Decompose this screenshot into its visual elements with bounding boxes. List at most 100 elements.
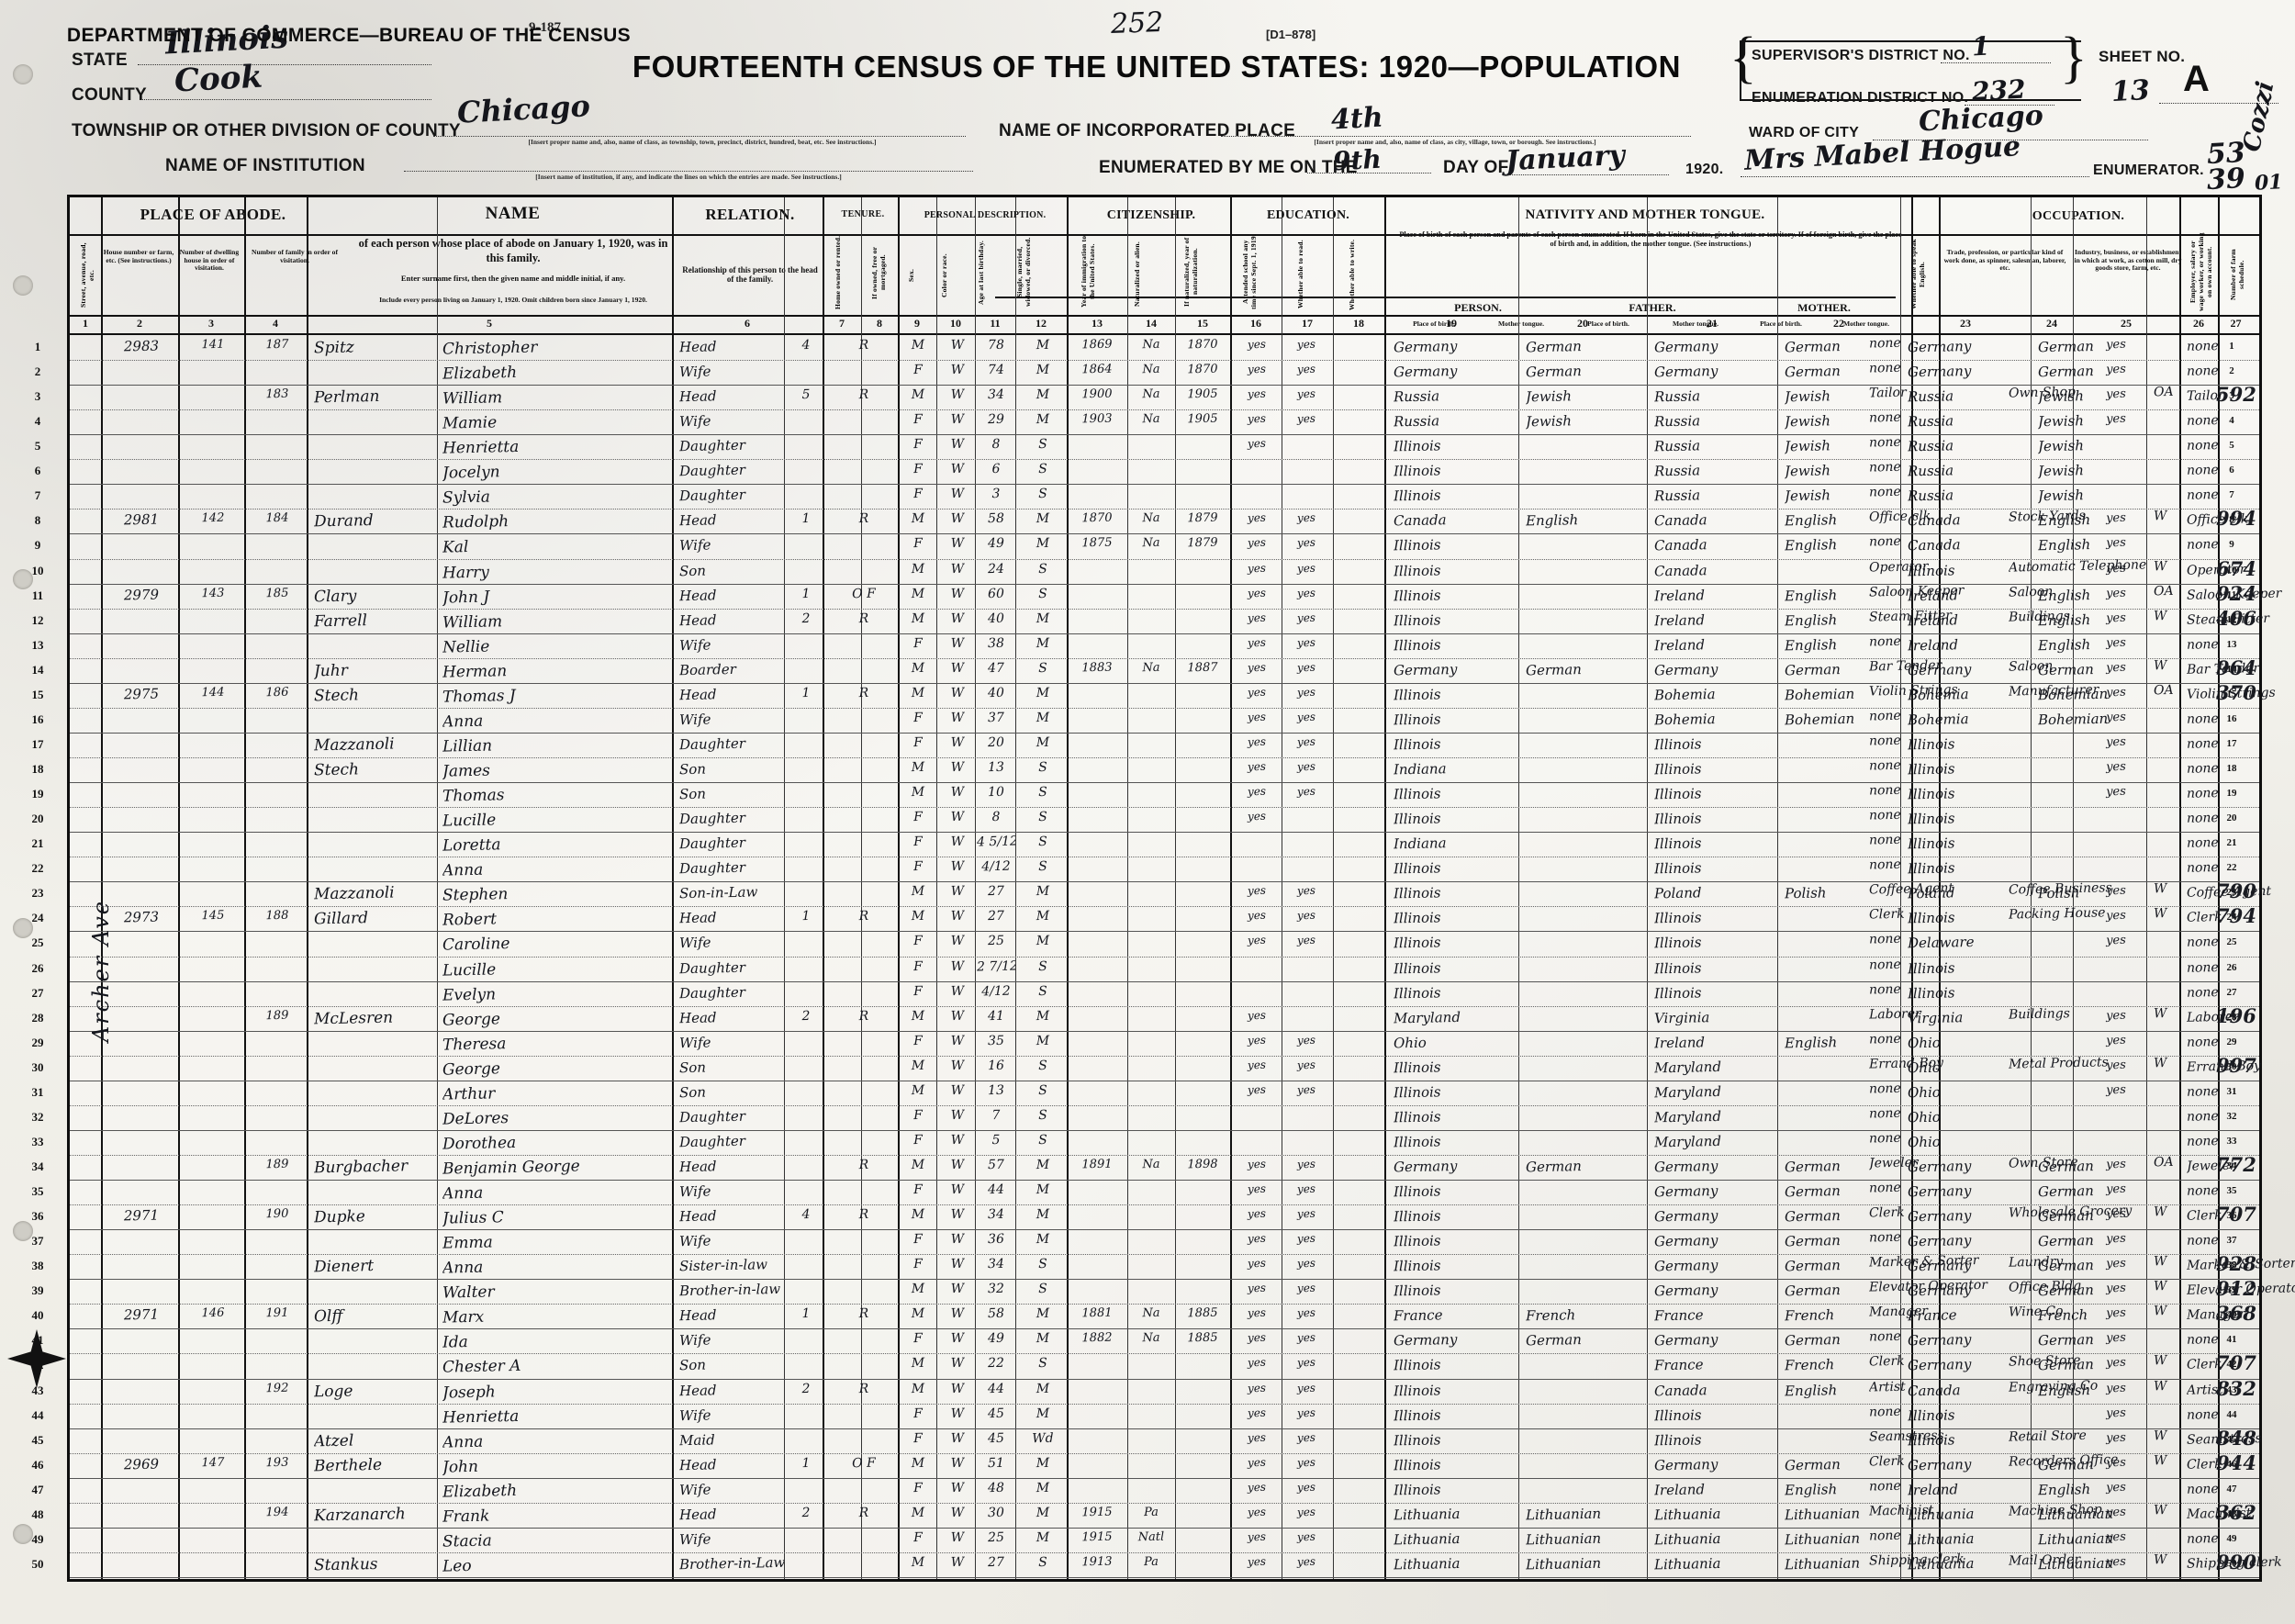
cell-occupation: Seamstress [1868, 1428, 1944, 1445]
cell-relation: Daughter [678, 858, 746, 878]
cell-occupation: none [1868, 1031, 1901, 1047]
cell-sex: F [912, 810, 924, 825]
cell-fam: 189 [265, 1157, 289, 1172]
row-number-right: 30 [2226, 1060, 2237, 1072]
row-number-left: 28 [31, 1010, 44, 1025]
cell-surname: Farrell [313, 610, 368, 632]
cell-fbirth: Ireland [1653, 1033, 1706, 1052]
cell-relation: Boarder [678, 660, 737, 678]
cell-fbirth: Canada [1653, 561, 1707, 579]
column-divider-thin [1333, 197, 1334, 1579]
cell-pbirth: Illinois [1393, 1430, 1441, 1450]
cell-employer: W [2153, 1502, 2167, 1518]
cell-given: Leo [442, 1556, 472, 1576]
cell-employer: W [2153, 1005, 2167, 1021]
cell-nat: Na [1142, 1157, 1160, 1172]
cell-wr: yes [1296, 610, 1316, 624]
row-number-left: 12 [31, 612, 44, 627]
cell-wr: yes [1296, 1529, 1316, 1544]
cell-ptongue: Lithuanian [1525, 1529, 1602, 1549]
cell-wr: yes [1296, 536, 1316, 550]
cell-pbirth: Illinois [1393, 983, 1441, 1002]
cell-house: 2975 [123, 685, 160, 703]
cell-age: 34 [987, 1257, 1005, 1272]
cell-race: W [950, 1082, 965, 1098]
cell-fbirth: Illinois [1653, 909, 1702, 927]
cell-fbirth: Germany [1653, 362, 1718, 381]
header-personal-description: PERSONAL DESCRIPTION. [924, 210, 1047, 220]
cell-surname: Burgbacher [313, 1157, 409, 1178]
cell-pbirth: Canada [1393, 511, 1447, 530]
cell-sex: M [911, 1008, 925, 1024]
row-number-right: 26 [2226, 961, 2237, 973]
cell-natyr: 1870 [1187, 337, 1218, 353]
column-number: 9 [914, 317, 920, 330]
header-name-sub2: Enter surname first, then the given name… [400, 274, 626, 283]
cell-rd: yes [1247, 1554, 1267, 1569]
cell-pbirth: Illinois [1393, 958, 1441, 977]
column-divider [1230, 197, 1232, 1579]
cell-industry: Buildings [2008, 1005, 2071, 1023]
cell-nat: Na [1142, 1306, 1160, 1321]
cell-surname: Durand [313, 511, 374, 532]
cell-industry: Engraving Co [2008, 1378, 2099, 1395]
cell-occupation: none [1868, 1180, 1901, 1196]
cell-rel2: 1 [801, 909, 811, 924]
row-number-right: 44 [2226, 1408, 2237, 1420]
cell-given: Elizabeth [442, 363, 518, 384]
edge-code: 707 [2216, 1351, 2256, 1375]
cell-pbirth: Illinois [1393, 859, 1441, 878]
cell-employer: W [2153, 657, 2167, 674]
cell-ms: S [1038, 834, 1047, 850]
county-label: County [72, 85, 148, 105]
cell-pbirth: Illinois [1393, 1481, 1441, 1499]
cell-sex: F [912, 1033, 924, 1048]
row-number-left: 13 [31, 637, 44, 652]
cell-relation: Brother-in-Law [678, 1553, 785, 1574]
row-number-right: 49 [2226, 1532, 2237, 1544]
row-number-left: 6 [34, 464, 41, 478]
cell-occupation: Elevator Operator [1868, 1278, 1988, 1295]
cell-given: Ida [442, 1333, 468, 1352]
cell-age: 44 [987, 1381, 1005, 1396]
cell-given: John [442, 1457, 479, 1477]
cell-rd: yes [1247, 1529, 1267, 1544]
column-divider-thin [1518, 197, 1519, 1579]
cell-occupation: none [1868, 857, 1901, 873]
cell-natyr: 1905 [1187, 411, 1218, 427]
cell-race: W [950, 1232, 965, 1248]
cell-rd: yes [1247, 386, 1267, 401]
cell-ms: S [1038, 487, 1047, 502]
column-number: 16 [1250, 317, 1261, 330]
column-divider [244, 197, 246, 1579]
margin-mark-39: 39 [2206, 162, 2246, 197]
cell-pbirth: Illinois [1393, 810, 1441, 828]
cell-natyr: 1887 [1187, 660, 1218, 676]
cell-sex: M [911, 1356, 925, 1372]
cell-wr: yes [1296, 1554, 1316, 1569]
cell-given: Henrietta [442, 438, 520, 458]
cell-rd: yes [1247, 586, 1267, 599]
column-divider [2218, 197, 2220, 1579]
cell-sex: M [911, 1157, 925, 1173]
cell-occupation: none [1868, 932, 1901, 947]
cell-wr: yes [1296, 1430, 1316, 1444]
cell-sex: M [911, 784, 925, 801]
cell-given: Lucille [442, 959, 497, 980]
cell-sex: M [911, 1455, 925, 1471]
cell-fbirth: Illinois [1653, 1430, 1702, 1450]
row-number-right: 15 [2226, 688, 2237, 700]
district-box [1740, 40, 2081, 101]
cell-imm: 1891 [1081, 1157, 1113, 1172]
column-number: 11 [990, 317, 1001, 330]
row-number-right: 47 [2226, 1483, 2237, 1495]
cell-given: James [442, 761, 491, 781]
cell-ptongue: German [1525, 338, 1583, 356]
cell-ms: Wd [1032, 1430, 1054, 1446]
cell-pbirth: Illinois [1393, 1108, 1441, 1126]
cell-nat: Natl [1137, 1529, 1165, 1545]
row-divider [70, 782, 2259, 784]
cell-given: George [442, 1059, 501, 1080]
cell-pbirth: Maryland [1393, 1008, 1461, 1027]
cell-race: W [950, 1058, 965, 1073]
